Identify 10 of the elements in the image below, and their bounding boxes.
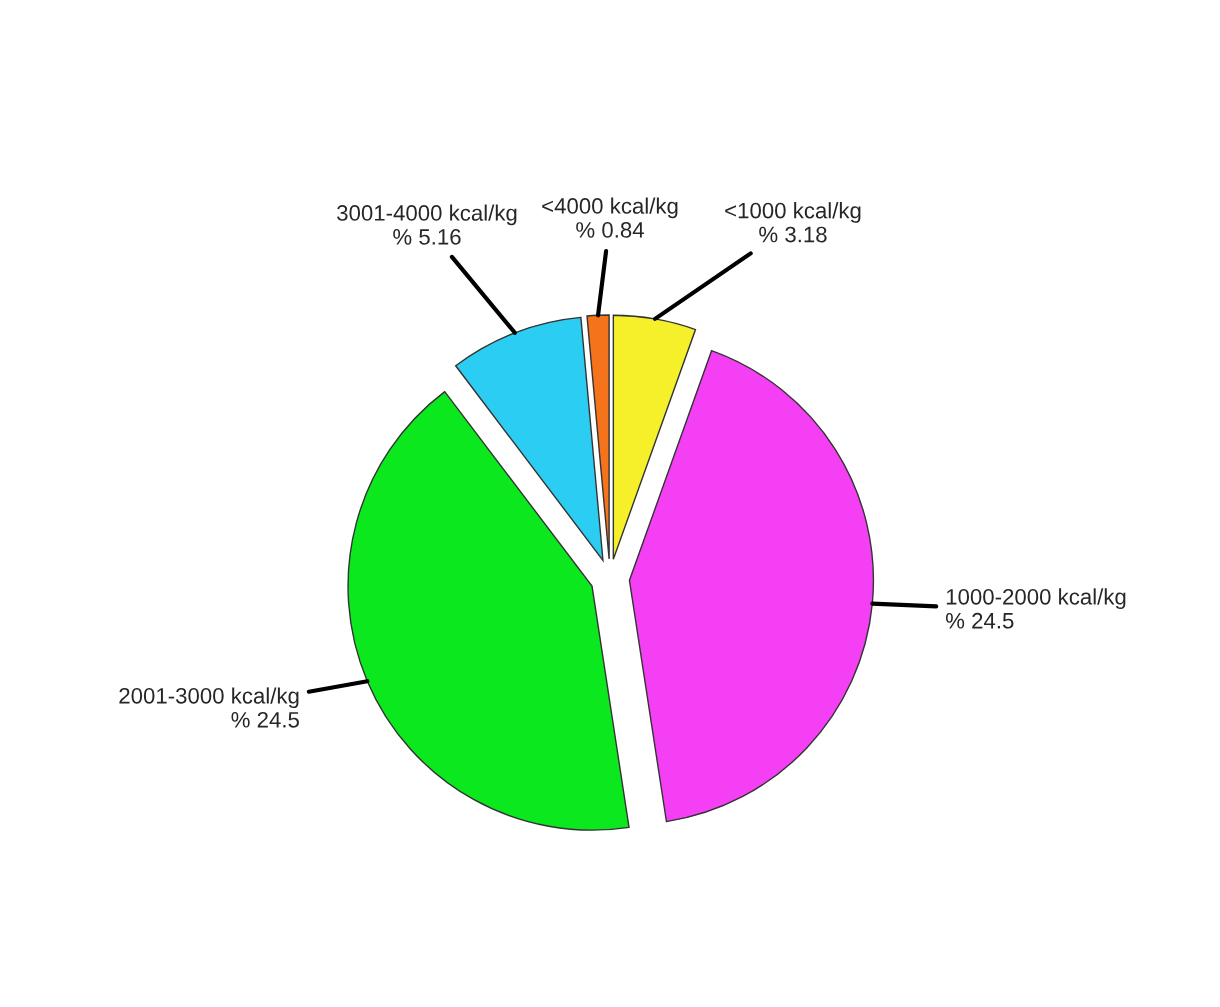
slice-label: 2001-3000 kcal/kg (119, 687, 299, 709)
data-label: % 0.84 (576, 222, 644, 238)
data-label: % 24.5 (945, 612, 1014, 629)
data-label: % 3.18 (759, 226, 827, 243)
data-label: % 5.16 (393, 229, 461, 245)
slice-label: <1000 kcal/kg (725, 202, 861, 223)
slice-label: 3001-4000 kcal/kg (337, 204, 517, 226)
data-label: % 24.5 (231, 711, 299, 728)
slice-label: 1000-2000 kcal/kg (946, 588, 1126, 610)
slice-label: <4000 kcal/kg (542, 197, 678, 219)
